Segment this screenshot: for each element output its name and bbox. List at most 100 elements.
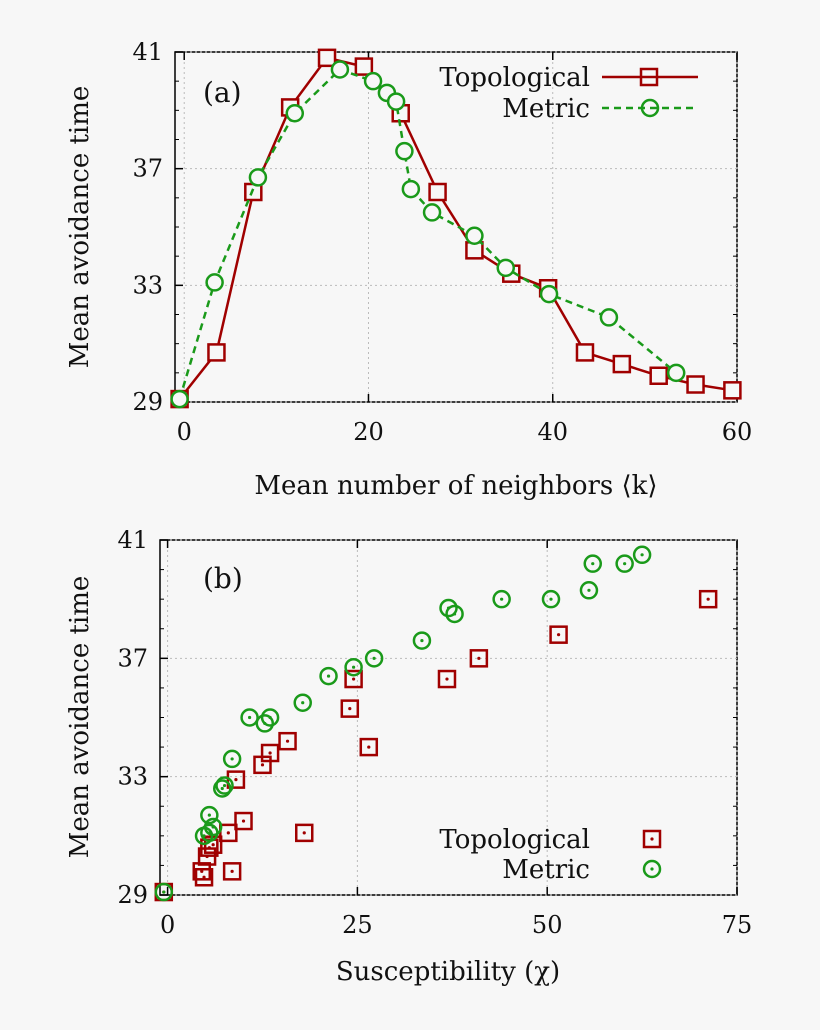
x-tick-label-a: 40 bbox=[537, 418, 568, 446]
data-point-metric-a bbox=[205, 273, 224, 292]
y-tick-labels-b: 29 33 37 41 bbox=[117, 526, 148, 909]
x-tick-label-b: 75 bbox=[722, 911, 753, 939]
data-point-metric-b bbox=[579, 581, 599, 600]
data-point-metric-b bbox=[541, 589, 561, 609]
data-point-dot-metric-b bbox=[211, 825, 215, 829]
y-axis-label-a: Mean avoidance time bbox=[65, 86, 95, 369]
data-point-metric-a bbox=[395, 141, 414, 161]
data-point-dot-topological-b bbox=[445, 677, 449, 681]
data-point-topological-b bbox=[340, 699, 360, 718]
legend-marker-dot-metric-b bbox=[650, 867, 654, 871]
data-point-dot-metric-b bbox=[372, 656, 376, 660]
data-point-topological-a bbox=[354, 57, 374, 76]
y-tick-label-a: 37 bbox=[132, 155, 163, 183]
data-point-dot-topological-b bbox=[477, 656, 481, 660]
data-point-topological-b bbox=[278, 731, 297, 751]
data-point-metric-b bbox=[632, 545, 652, 565]
legend-marker-dot-topological-b bbox=[650, 837, 654, 841]
data-point-metric-b bbox=[215, 776, 234, 795]
data-point-metric-b bbox=[200, 805, 219, 825]
x-tick-label-b: 25 bbox=[342, 911, 373, 939]
legend-label-topological-b: Topological bbox=[439, 825, 590, 855]
panel-label-b: (b) bbox=[203, 562, 243, 595]
data-point-topological-b bbox=[344, 669, 363, 689]
data-point-dot-topological-b bbox=[200, 869, 204, 873]
data-point-dot-topological-b bbox=[268, 751, 272, 755]
panel-label-a: (a) bbox=[203, 76, 242, 109]
series-line-metric-a bbox=[178, 68, 677, 400]
data-point-topological-b bbox=[359, 737, 379, 757]
data-point-dot-metric-b bbox=[587, 588, 591, 592]
series-line-topological-a bbox=[178, 56, 733, 400]
x-tick-labels-a: 0 20 40 60 bbox=[177, 418, 753, 446]
data-point-dot-topological-b bbox=[260, 763, 265, 767]
data-point-topological-b bbox=[295, 823, 314, 843]
data-point-dot-topological-b bbox=[234, 778, 238, 782]
data-point-topological-b bbox=[260, 743, 280, 763]
data-point-metric-b bbox=[222, 749, 242, 769]
plot-area-a bbox=[174, 51, 738, 403]
data-point-metric-b bbox=[583, 554, 602, 573]
data-point-dot-metric-b bbox=[230, 757, 234, 761]
data-point-dot-metric-b bbox=[222, 783, 227, 788]
y-tick-label-b: 29 bbox=[117, 881, 148, 909]
data-point-metric-b bbox=[255, 714, 275, 733]
x-tick-label-b: 50 bbox=[532, 911, 563, 939]
data-point-topological-a bbox=[317, 48, 337, 68]
y-tick-label-b: 41 bbox=[117, 526, 148, 554]
data-point-metric-a bbox=[285, 104, 305, 123]
y-tick-label-b: 37 bbox=[117, 644, 148, 672]
data-point-metric-a bbox=[170, 389, 189, 409]
data-point-dot-metric-b bbox=[207, 813, 211, 817]
data-point-metric-a bbox=[248, 168, 268, 187]
data-point-dot-topological-b bbox=[211, 843, 215, 847]
data-point-topological-b bbox=[549, 625, 568, 644]
data-point-metric-b bbox=[445, 604, 464, 624]
data-point-dot-topological-b bbox=[302, 831, 306, 835]
data-point-dot-topological-b bbox=[202, 875, 206, 879]
legend-label-metric-a: Metric bbox=[502, 94, 590, 124]
data-point-metric-a bbox=[666, 363, 686, 383]
x-tick-label-b: 0 bbox=[160, 911, 175, 939]
x-tick-labels-b: 0 25 50 75 bbox=[160, 911, 752, 939]
legend-a: Topological Metric bbox=[439, 63, 698, 124]
data-point-metric-b bbox=[154, 882, 174, 902]
data-point-dot-topological-b bbox=[230, 869, 234, 873]
data-point-topological-a bbox=[428, 182, 447, 202]
data-point-metric-b bbox=[439, 598, 458, 618]
data-point-dot-metric-b bbox=[351, 665, 356, 669]
data-point-topological-b bbox=[469, 649, 489, 668]
data-point-topological-a bbox=[649, 366, 668, 385]
data-point-metric-a bbox=[386, 92, 406, 111]
data-point-metric-b bbox=[412, 631, 432, 650]
data-point-dot-metric-b bbox=[268, 715, 272, 720]
data-point-dot-metric-b bbox=[326, 674, 331, 678]
x-tick-label-a: 0 bbox=[177, 418, 192, 446]
data-point-dot-topological-b bbox=[351, 677, 356, 681]
data-point-dot-metric-b bbox=[420, 638, 424, 643]
y-tick-labels-a: 29 33 37 41 bbox=[132, 38, 163, 416]
data-point-metric-a bbox=[363, 71, 383, 91]
data-point-topological-b bbox=[219, 823, 238, 843]
data-point-metric-b bbox=[203, 817, 223, 837]
y-axis-label-b: Mean avoidance time bbox=[65, 576, 95, 859]
data-point-dot-topological-b bbox=[241, 819, 246, 823]
data-point-dot-topological-b bbox=[226, 831, 230, 835]
data-point-metric-b bbox=[240, 708, 259, 727]
data-point-dot-topological-b bbox=[207, 846, 211, 850]
data-point-metric-a bbox=[330, 60, 350, 79]
y-tick-label-b: 33 bbox=[117, 763, 148, 791]
data-point-metric-a bbox=[422, 203, 442, 222]
data-point-dot-metric-b bbox=[500, 597, 504, 601]
data-point-topological-b bbox=[698, 589, 718, 609]
data-point-dot-metric-b bbox=[591, 562, 595, 566]
y-tick-label-a: 29 bbox=[132, 388, 163, 416]
data-point-metric-a bbox=[496, 258, 516, 278]
data-point-metric-b bbox=[344, 657, 363, 677]
y-tick-label-a: 41 bbox=[132, 38, 163, 66]
data-point-topological-b bbox=[194, 868, 214, 887]
series-b bbox=[154, 545, 718, 902]
data-point-topological-b bbox=[234, 811, 253, 831]
legend-label-topological-a: Topological bbox=[439, 63, 590, 93]
